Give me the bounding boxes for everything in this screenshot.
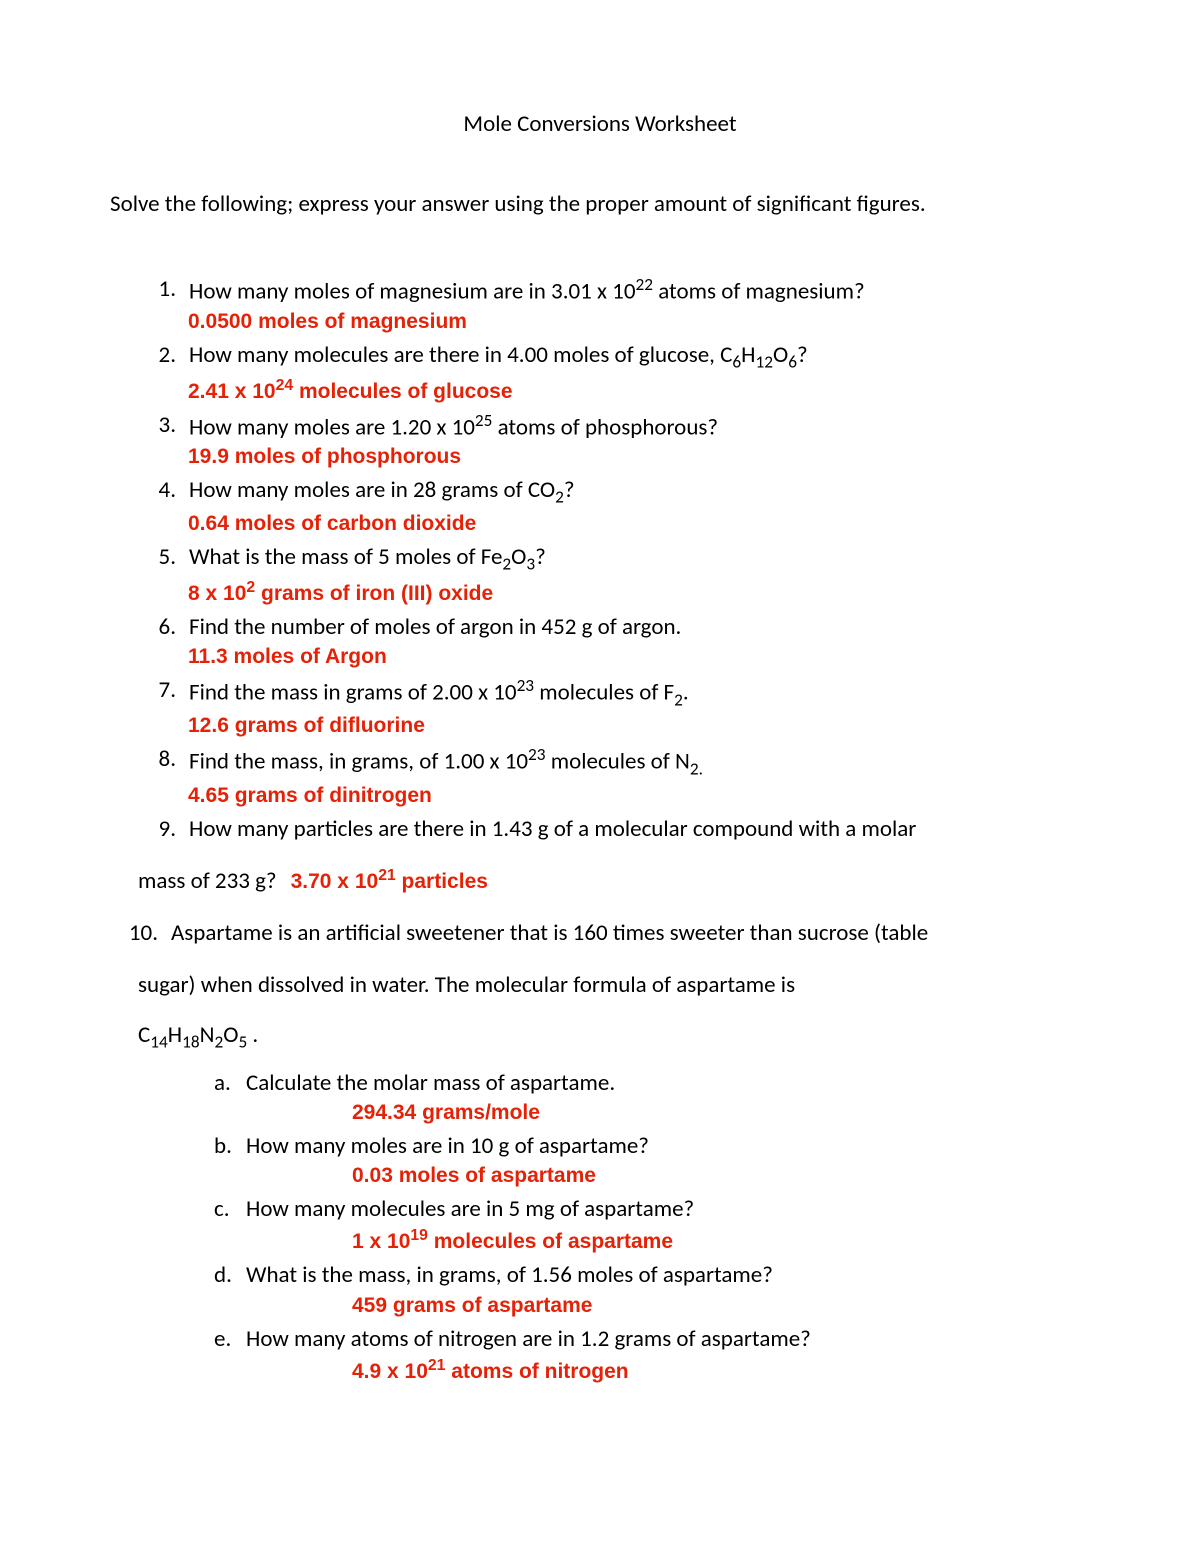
- question-10-wrap: 10. Aspartame is an artificial sweetener…: [110, 917, 1090, 949]
- worksheet-title: Mole Conversions Worksheet: [110, 110, 1090, 138]
- q-number: 6.: [138, 611, 189, 643]
- q-number: 4.: [138, 474, 189, 510]
- q-number: 5.: [138, 541, 189, 577]
- question-6: 6. Find the number of moles of argon in …: [138, 611, 1090, 643]
- question-1: 1. How many moles of magnesium are in 3.…: [138, 273, 1090, 308]
- worksheet-page: Mole Conversions Worksheet Solve the fol…: [0, 0, 1200, 1553]
- answer-2: 2.41 x 1024 molecules of glucose: [138, 377, 1090, 404]
- sub-a: a. Calculate the molar mass of aspartame…: [214, 1067, 1090, 1099]
- q10-line2: sugar) when dissolved in water. The mole…: [110, 971, 1090, 999]
- q-text: Aspartame is an artificial sweetener tha…: [171, 917, 1090, 949]
- sub-letter: c.: [214, 1193, 246, 1225]
- q-number: 8.: [138, 743, 189, 781]
- answer-8: 4.65 grams of dinitrogen: [138, 784, 1090, 808]
- question-7: 7. Find the mass in grams of 2.00 x 1023…: [138, 674, 1090, 712]
- sub-b: b. How many moles are in 10 g of asparta…: [214, 1130, 1090, 1162]
- instructions: Solve the following; express your answer…: [110, 190, 1090, 218]
- q-text: How many moles are 1.20 x 1025 atoms of …: [189, 409, 1090, 444]
- q-text: Find the number of moles of argon in 452…: [189, 611, 1090, 643]
- sub-letter: b.: [214, 1130, 246, 1162]
- sub-text: How many moles are in 10 g of aspartame?: [246, 1130, 649, 1162]
- q-number: 9.: [138, 813, 189, 845]
- sub-d: d. What is the mass, in grams, of 1.56 m…: [214, 1259, 1090, 1291]
- sub-text: Calculate the molar mass of aspartame.: [246, 1067, 615, 1099]
- question-8: 8. Find the mass, in grams, of 1.00 x 10…: [138, 743, 1090, 781]
- q-text: How many molecules are there in 4.00 mol…: [189, 339, 1090, 375]
- q-number: 10.: [110, 917, 171, 949]
- sub-answer-e: 4.9 x 1021 atoms of nitrogen: [214, 1357, 1090, 1384]
- q-text: What is the mass of 5 moles of Fe2O3?: [189, 541, 1090, 577]
- question-4: 4. How many moles are in 28 grams of CO2…: [138, 474, 1090, 510]
- q-number: 7.: [138, 674, 189, 712]
- answer-7: 12.6 grams of difluorine: [138, 714, 1090, 738]
- sub-text: How many molecules are in 5 mg of aspart…: [246, 1193, 694, 1225]
- sub-text: What is the mass, in grams, of 1.56 mole…: [246, 1259, 773, 1291]
- sub-c: c. How many molecules are in 5 mg of asp…: [214, 1193, 1090, 1225]
- q-text: How many moles are in 28 grams of CO2?: [189, 474, 1090, 510]
- q-text: Find the mass, in grams, of 1.00 x 1023 …: [189, 743, 1090, 781]
- q-number: 3.: [138, 409, 189, 444]
- sub-answer-a: 294.34 grams/mole: [214, 1101, 1090, 1125]
- sub-letter: e.: [214, 1323, 246, 1355]
- question-10: 10. Aspartame is an artificial sweetener…: [110, 917, 1090, 949]
- q-number: 2.: [138, 339, 189, 375]
- sub-letter: d.: [214, 1259, 246, 1291]
- q9-continuation: mass of 233 g?3.70 x 1021 particles: [110, 867, 1090, 895]
- answer-4: 0.64 moles of carbon dioxide: [138, 512, 1090, 536]
- answer-6: 11.3 moles of Argon: [138, 645, 1090, 669]
- q-text: Find the mass in grams of 2.00 x 1023 mo…: [189, 674, 1090, 712]
- question-2: 2. How many molecules are there in 4.00 …: [138, 339, 1090, 375]
- q-number: 1.: [138, 273, 189, 308]
- sub-question-list: a. Calculate the molar mass of aspartame…: [110, 1067, 1090, 1384]
- question-3: 3. How many moles are 1.20 x 1025 atoms …: [138, 409, 1090, 444]
- answer-5: 8 x 102 grams of iron (III) oxide: [138, 579, 1090, 606]
- sub-letter: a.: [214, 1067, 246, 1099]
- question-5: 5. What is the mass of 5 moles of Fe2O3?: [138, 541, 1090, 577]
- question-list: 1. How many moles of magnesium are in 3.…: [110, 273, 1090, 845]
- answer-3: 19.9 moles of phosphorous: [138, 445, 1090, 469]
- sub-text: How many atoms of nitrogen are in 1.2 gr…: [246, 1323, 811, 1355]
- answer-1: 0.0500 moles of magnesium: [138, 310, 1090, 334]
- sub-answer-c: 1 x 1019 molecules of aspartame: [214, 1227, 1090, 1254]
- sub-e: e. How many atoms of nitrogen are in 1.2…: [214, 1323, 1090, 1355]
- question-9: 9. How many particles are there in 1.43 …: [138, 813, 1090, 845]
- sub-answer-d: 459 grams of aspartame: [214, 1294, 1090, 1318]
- sub-answer-b: 0.03 moles of aspartame: [214, 1164, 1090, 1188]
- q-text: How many moles of magnesium are in 3.01 …: [189, 273, 1090, 308]
- q-text: How many particles are there in 1.43 g o…: [189, 813, 1090, 845]
- q10-formula: C14H18N2O5 .: [110, 1021, 1090, 1053]
- answer-9: 3.70 x 1021 particles: [291, 870, 488, 893]
